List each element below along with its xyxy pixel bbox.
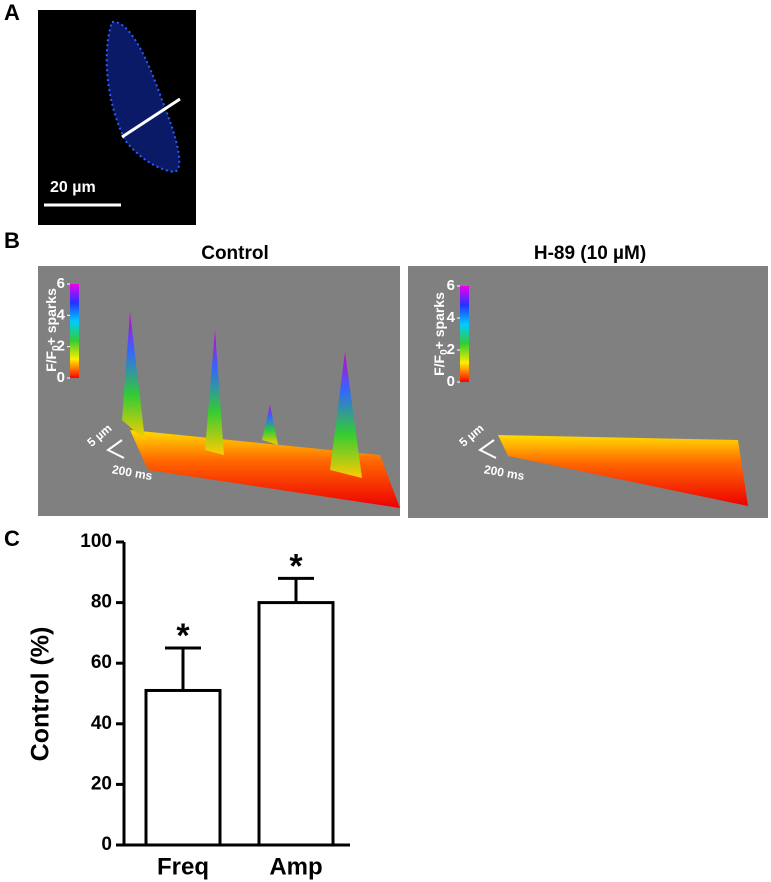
peak: [205, 330, 224, 455]
colorbar-tick-label: 4: [447, 309, 456, 326]
annotation: *: [176, 617, 190, 655]
y-tick-label: 100: [80, 531, 112, 552]
y-axis-label: Control (%): [27, 627, 55, 762]
peak: [122, 312, 145, 440]
y-tick-label: 0: [101, 834, 112, 855]
label-subscript: 0: [51, 345, 62, 351]
y-tick-label: 60: [91, 652, 112, 673]
panel-label: C: [4, 526, 20, 551]
surface: [498, 435, 748, 506]
scale-marker: [106, 439, 125, 459]
panel-label: A: [4, 0, 20, 25]
peak: [262, 405, 278, 445]
label-part: + sparks: [431, 292, 447, 349]
panel-label: B: [4, 228, 20, 253]
colorbar-tick-label: 6: [447, 277, 455, 294]
colorbar-tick-label: 2: [447, 341, 455, 358]
surface: [130, 430, 400, 508]
bar: [257, 601, 335, 847]
colorbar-tick-label: 4: [57, 306, 66, 323]
x-tick-label: Amp: [269, 853, 322, 880]
colorbar-tick-label: 0: [57, 369, 65, 386]
label-part: + sparks: [43, 288, 59, 345]
bar: [144, 688, 222, 847]
peak: [330, 352, 362, 478]
label-subscript: 0: [439, 349, 450, 355]
colorbar: [460, 286, 469, 382]
y-tick-label: 20: [91, 773, 112, 794]
colorbar-tick-label: 6: [57, 275, 65, 292]
colorbar-tick-label: 2: [57, 338, 65, 355]
plot-title: Control: [201, 243, 269, 264]
scale-label: 20 µm: [50, 179, 96, 196]
colorbar-label: F/F0+ sparks: [43, 288, 62, 372]
colorbar-label: F/F0+ sparks: [431, 292, 450, 376]
annotation: *: [289, 547, 303, 585]
y-tick-label: 80: [91, 592, 112, 613]
colorbar: [70, 284, 79, 378]
plot-title: H-89 (10 µM): [534, 243, 646, 264]
scan-line: [121, 97, 181, 139]
scale-marker: [478, 439, 497, 459]
label-part: F/F: [43, 350, 59, 371]
x-tick-label: Freq: [157, 853, 209, 880]
label-part: F/F: [431, 354, 447, 375]
colorbar-tick-label: 0: [447, 373, 455, 390]
y-tick-label: 40: [91, 713, 112, 734]
